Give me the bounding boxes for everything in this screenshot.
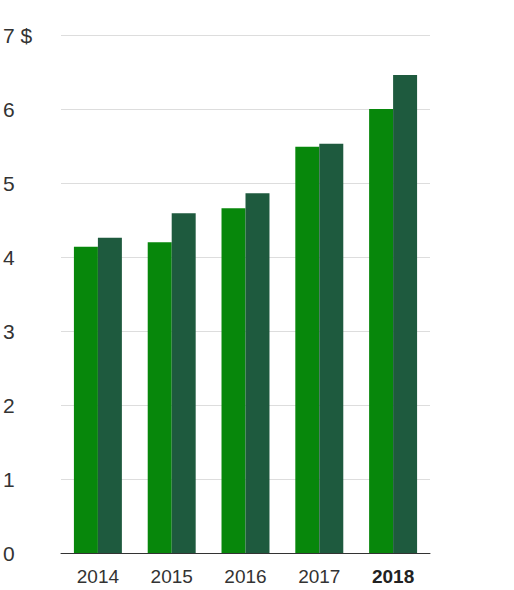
svg-text:6: 6 <box>3 98 15 121</box>
svg-text:7 $: 7 $ <box>3 24 33 47</box>
svg-text:3: 3 <box>3 320 15 343</box>
svg-text:2: 2 <box>3 394 15 417</box>
svg-text:2017: 2017 <box>298 566 340 587</box>
svg-text:2018: 2018 <box>372 566 414 587</box>
svg-text:0: 0 <box>3 542 15 565</box>
svg-text:2016: 2016 <box>224 566 266 587</box>
svg-text:2015: 2015 <box>151 566 193 587</box>
svg-text:5: 5 <box>3 172 15 195</box>
svg-text:2014: 2014 <box>77 566 120 587</box>
svg-text:4: 4 <box>3 246 15 269</box>
svg-text:1: 1 <box>3 468 15 491</box>
